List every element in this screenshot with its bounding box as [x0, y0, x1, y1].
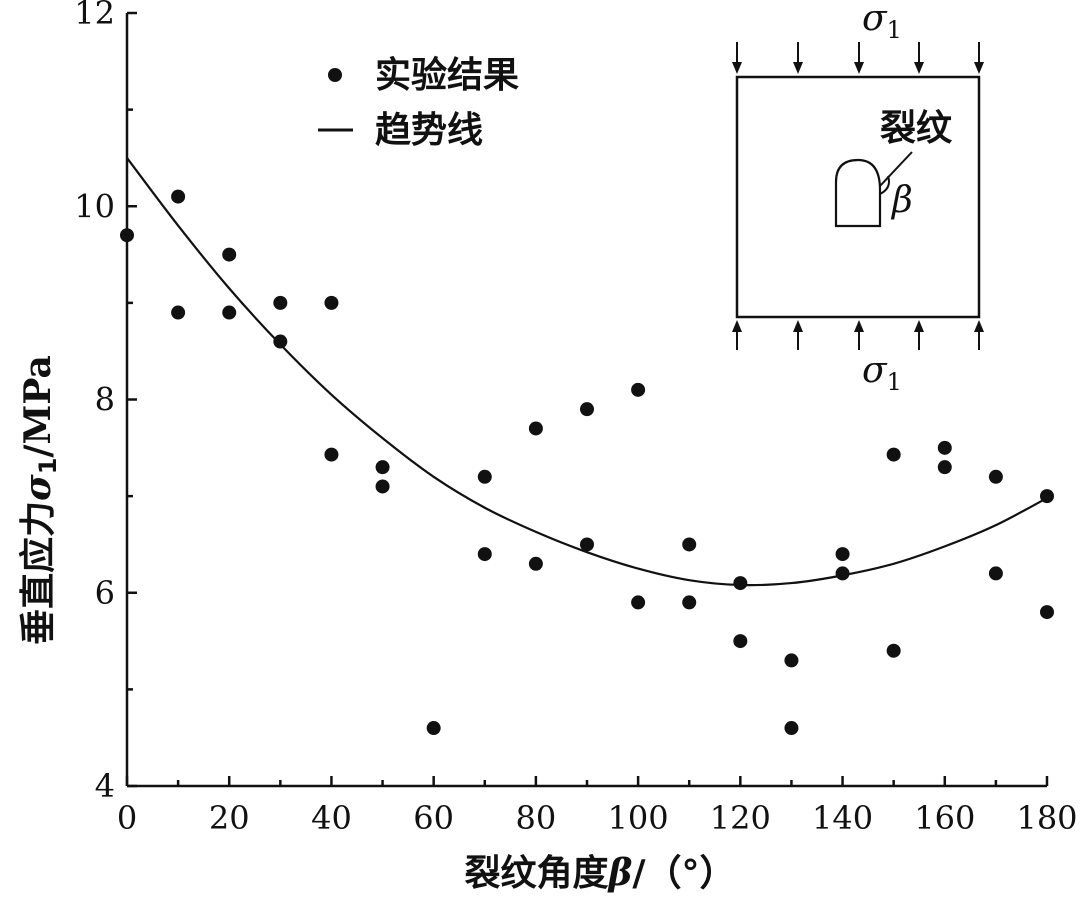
- data-point: [171, 305, 186, 320]
- data-point: [580, 537, 594, 552]
- crack-pointer: [879, 151, 913, 187]
- data-point: [222, 305, 237, 320]
- data-point: [784, 721, 799, 736]
- data-point: [988, 566, 1003, 581]
- data-point: [631, 382, 646, 397]
- load-arrow-head: [854, 320, 864, 332]
- legend-label-points: 实验结果: [375, 55, 519, 96]
- data-point: [222, 247, 237, 262]
- data-point: [528, 556, 543, 571]
- data-point: [528, 421, 543, 436]
- load-arrow-head: [793, 62, 803, 74]
- data-point: [375, 460, 390, 475]
- load-arrow-head: [732, 62, 742, 74]
- trend-line: [126, 157, 1048, 587]
- y-tick-label: 6: [95, 574, 115, 612]
- y-tick-label: 4: [95, 767, 115, 805]
- load-arrow-head: [854, 62, 864, 74]
- x-tick-label: 40: [311, 799, 352, 837]
- x-tick-label: 140: [812, 799, 873, 837]
- data-point: [988, 469, 1003, 484]
- load-arrow-head: [974, 320, 984, 332]
- legend: 实验结果 趋势线: [318, 55, 519, 151]
- legend-label-line: 趋势线: [375, 110, 483, 151]
- x-tick-label: 180: [1016, 799, 1077, 837]
- data-point: [273, 334, 288, 349]
- data-point: [477, 469, 492, 484]
- top-load-arrows: [732, 42, 984, 74]
- y-axis-ticks: 4 6 8 10 12: [74, 0, 137, 805]
- x-tick-label: 160: [914, 799, 975, 837]
- bottom-load-label: σ1: [862, 350, 902, 396]
- load-arrow-head: [793, 320, 803, 332]
- x-tick-label: 20: [209, 799, 250, 837]
- x-axis-ticks: 0 20 40 60 80 100 120 140 160 180: [117, 776, 1078, 837]
- data-point: [784, 653, 799, 668]
- data-point: [580, 402, 594, 417]
- y-tick-label: 10: [74, 187, 115, 225]
- data-point: [324, 447, 339, 462]
- data-point: [886, 447, 901, 462]
- x-tick-label: 100: [608, 799, 669, 837]
- data-point: [937, 440, 952, 455]
- data-point: [937, 460, 952, 475]
- specimen-box: [735, 75, 981, 319]
- crack-label: 裂纹: [880, 108, 953, 149]
- x-tick-label: 60: [413, 799, 454, 837]
- data-point: [733, 576, 748, 591]
- top-load-label: σ1: [862, 0, 902, 44]
- load-arrow-head: [914, 320, 924, 332]
- bottom-load-arrows: [732, 320, 984, 350]
- crack-shape: [834, 158, 882, 228]
- y-tick-label: 8: [95, 381, 115, 419]
- load-arrow-head: [732, 320, 742, 332]
- data-point: [835, 547, 850, 562]
- x-tick-label: 0: [117, 799, 137, 837]
- data-point: [835, 566, 850, 581]
- data-point: [631, 595, 646, 610]
- data-point: [682, 537, 697, 552]
- data-point: [1040, 489, 1054, 504]
- x-axis-label: 裂纹角度β/（°）: [464, 852, 735, 894]
- y-axis-label: 垂直应力σ1/MPa: [17, 355, 62, 645]
- load-arrow-head: [974, 62, 984, 74]
- data-point: [477, 547, 492, 562]
- data-point: [1040, 605, 1054, 620]
- x-tick-label: 80: [516, 799, 557, 837]
- data-point: [682, 595, 697, 610]
- load-arrow-head: [914, 62, 924, 74]
- angle-arc: [879, 175, 890, 195]
- data-point: [886, 643, 901, 658]
- inset-diagram: σ1 σ1 裂纹 β: [732, 0, 984, 396]
- data-point: [733, 634, 748, 649]
- data-point: [375, 479, 390, 494]
- data-point: [120, 228, 134, 243]
- y-tick-label: 12: [74, 0, 115, 32]
- scatter-points: [120, 189, 1054, 736]
- x-tick-label: 120: [710, 799, 771, 837]
- data-point: [324, 295, 339, 310]
- data-point: [426, 721, 441, 736]
- angle-label: β: [890, 180, 913, 221]
- legend-marker-points: [328, 68, 342, 82]
- data-point: [171, 189, 186, 204]
- data-point: [273, 295, 288, 310]
